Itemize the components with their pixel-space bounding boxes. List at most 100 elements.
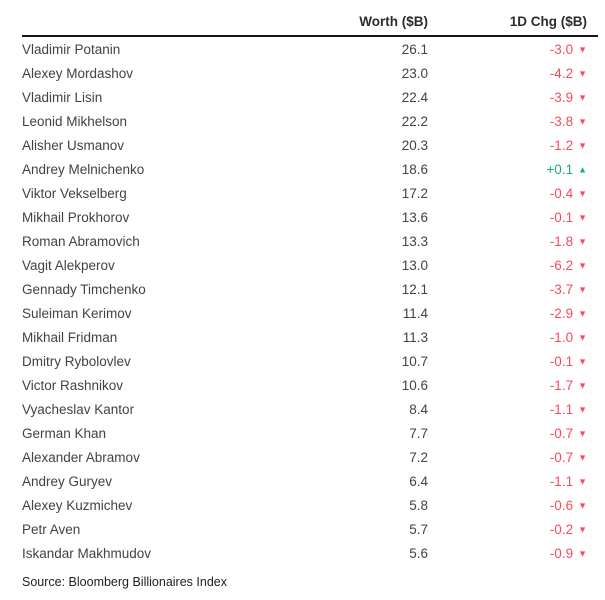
row-worth-value: 7.2	[409, 449, 428, 465]
row-1d-change-value: -0.9	[549, 545, 574, 561]
row-1d-change-value: -0.1	[549, 353, 574, 369]
row-name: Leonid Mikhelson	[22, 113, 128, 129]
row-worth-value: 10.7	[401, 353, 428, 369]
row-1d-change: +0.1 ▲	[428, 162, 587, 177]
table-row: Vagit Alekperov 13.0 -6.2 ▼	[22, 253, 587, 277]
down-triangle-icon: ▼	[578, 140, 587, 150]
row-worth-value: 5.7	[409, 521, 428, 537]
column-header-worth: Worth ($B)	[359, 14, 428, 29]
row-worth-value: 10.6	[401, 377, 428, 393]
table-row: Vladimir Potanin 26.1 -3.0 ▼	[22, 37, 587, 61]
row-1d-change: -1.0 ▼	[428, 330, 587, 345]
table-row: Alexey Mordashov 23.0 -4.2 ▼	[22, 61, 587, 85]
down-triangle-icon: ▼	[578, 356, 587, 366]
down-triangle-icon: ▼	[578, 44, 587, 54]
row-worth-value: 13.6	[401, 209, 428, 225]
row-1d-change-value: -4.2	[549, 65, 574, 81]
row-1d-change-value: +0.1	[546, 161, 574, 177]
row-1d-change-value: -1.8	[549, 233, 574, 249]
table-row: Mikhail Fridman 11.3 -1.0 ▼	[22, 325, 587, 349]
table-row: Petr Aven 5.7 -0.2 ▼	[22, 517, 587, 541]
row-name: Mikhail Fridman	[22, 329, 118, 345]
row-name: Alexey Mordashov	[22, 65, 134, 81]
row-name: Viktor Vekselberg	[22, 185, 127, 201]
row-name: Victor Rashnikov	[22, 377, 124, 393]
row-name: Gennady Timchenko	[22, 281, 146, 297]
table-row: Roman Abramovich 13.3 -1.8 ▼	[22, 229, 587, 253]
row-1d-change-value: -0.4	[549, 185, 574, 201]
row-worth-value: 8.4	[409, 401, 428, 417]
row-worth-value: 5.8	[409, 497, 428, 513]
row-1d-change: -0.4 ▼	[428, 186, 587, 201]
row-name: Alexander Abramov	[22, 449, 140, 465]
row-1d-change: -1.7 ▼	[428, 378, 587, 393]
row-1d-change: -2.9 ▼	[428, 306, 587, 321]
table-row: Alexey Kuzmichev 5.8 -0.6 ▼	[22, 493, 587, 517]
row-1d-change-value: -1.2	[549, 137, 574, 153]
row-1d-change: -0.2 ▼	[428, 522, 587, 537]
table-row: Leonid Mikhelson 22.2 -3.8 ▼	[22, 109, 587, 133]
row-1d-change: -0.7 ▼	[428, 426, 587, 441]
row-1d-change: -1.1 ▼	[428, 474, 587, 489]
row-worth-value: 17.2	[401, 185, 428, 201]
row-worth-value: 11.4	[402, 305, 428, 321]
down-triangle-icon: ▼	[578, 116, 587, 126]
row-worth-value: 13.3	[401, 233, 428, 249]
row-name: Vyacheslav Kantor	[22, 401, 135, 417]
row-1d-change: -3.9 ▼	[428, 90, 587, 105]
table-row: Iskandar Makhmudov 5.6 -0.9 ▼	[22, 541, 587, 565]
row-1d-change: -1.1 ▼	[428, 402, 587, 417]
row-name: Petr Aven	[22, 521, 81, 537]
down-triangle-icon: ▼	[578, 524, 587, 534]
down-triangle-icon: ▼	[578, 476, 587, 486]
table-row: Vyacheslav Kantor 8.4 -1.1 ▼	[22, 397, 587, 421]
down-triangle-icon: ▼	[578, 212, 587, 222]
row-name: Andrey Guryev	[22, 473, 113, 489]
table-row: Gennady Timchenko 12.1 -3.7 ▼	[22, 277, 587, 301]
table-row: Dmitry Rybolovlev 10.7 -0.1 ▼	[22, 349, 587, 373]
header-divider	[22, 35, 598, 37]
row-1d-change-value: -1.0	[549, 329, 574, 345]
row-name: Alisher Usmanov	[22, 137, 125, 153]
table-row: Suleiman Kerimov 11.4 -2.9 ▼	[22, 301, 587, 325]
table-header: Worth ($B) 1D Chg ($B)	[22, 0, 587, 30]
down-triangle-icon: ▼	[578, 308, 587, 318]
down-triangle-icon: ▼	[578, 68, 587, 78]
row-name: Vladimir Lisin	[22, 89, 103, 105]
down-triangle-icon: ▼	[578, 92, 587, 102]
up-triangle-icon: ▲	[578, 164, 587, 174]
down-triangle-icon: ▼	[578, 284, 587, 294]
row-name: Alexey Kuzmichev	[22, 497, 133, 513]
down-triangle-icon: ▼	[578, 428, 587, 438]
row-1d-change-value: -3.0	[549, 41, 574, 57]
row-worth-value: 7.7	[409, 425, 428, 441]
down-triangle-icon: ▼	[578, 548, 587, 558]
row-name: Andrey Melnichenko	[22, 161, 145, 177]
row-1d-change-value: -1.1	[549, 473, 574, 489]
row-1d-change-value: -6.2	[549, 257, 574, 273]
row-1d-change-value: -1.7	[549, 377, 574, 393]
row-worth-value: 22.4	[401, 89, 428, 105]
row-worth-value: 26.1	[401, 41, 428, 57]
row-1d-change-value: -0.2	[549, 521, 574, 537]
table-row: Alexander Abramov 7.2 -0.7 ▼	[22, 445, 587, 469]
row-worth-value: 5.6	[409, 545, 428, 561]
row-1d-change-value: -0.6	[549, 497, 574, 513]
table-row: Vladimir Lisin 22.4 -3.9 ▼	[22, 85, 587, 109]
down-triangle-icon: ▼	[578, 188, 587, 198]
row-1d-change-value: -0.7	[549, 449, 574, 465]
row-name: German Khan	[22, 425, 107, 441]
row-1d-change-value: -2.9	[549, 305, 574, 321]
row-1d-change: -0.1 ▼	[428, 354, 587, 369]
row-name: Iskandar Makhmudov	[22, 545, 152, 561]
down-triangle-icon: ▼	[578, 260, 587, 270]
row-worth-value: 11.3	[402, 329, 428, 345]
down-triangle-icon: ▼	[578, 332, 587, 342]
down-triangle-icon: ▼	[578, 404, 587, 414]
row-1d-change-value: -1.1	[549, 401, 574, 417]
row-name: Vladimir Potanin	[22, 41, 121, 57]
row-1d-change: -3.8 ▼	[428, 114, 587, 129]
row-1d-change: -3.7 ▼	[428, 282, 587, 297]
row-1d-change: -0.6 ▼	[428, 498, 587, 513]
